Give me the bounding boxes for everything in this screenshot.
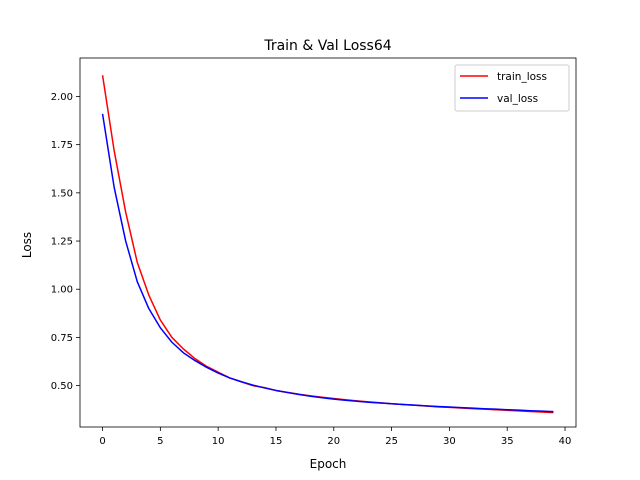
- y-tick-label: 1.25: [51, 237, 73, 248]
- y-tick-label: 1.50: [51, 188, 73, 199]
- y-axis-label: Loss: [20, 232, 34, 258]
- x-tick-label: 30: [443, 436, 456, 447]
- chart-title: Train & Val Loss64: [263, 38, 391, 54]
- x-tick-label: 0: [99, 436, 105, 447]
- legend-label-val_loss: val_loss: [497, 93, 538, 105]
- x-axis-label: Epoch: [310, 457, 347, 471]
- x-tick-label: 20: [327, 436, 340, 447]
- x-tick-label: 5: [157, 436, 163, 447]
- y-tick-label: 1.75: [51, 140, 73, 151]
- x-tick-label: 35: [501, 436, 514, 447]
- y-tick-label: 1.00: [51, 285, 73, 296]
- y-tick-label: 0.50: [51, 381, 73, 392]
- plot-frame: [79, 57, 577, 428]
- x-tick-label: 25: [385, 436, 398, 447]
- y-tick-label: 0.75: [51, 333, 73, 344]
- legend: train_loss val_loss: [454, 64, 570, 112]
- plot-area: 0 5 10 15 20 25 30 35 40 0.50 0.75 1.00 1.25 1.50 1.75…: [51, 57, 577, 447]
- legend-label-train_loss: train_loss: [497, 71, 547, 83]
- x-tick-label: 40: [559, 436, 572, 447]
- x-tick-label: 10: [212, 436, 225, 447]
- x-tick-label: 15: [270, 436, 283, 447]
- series-line-val_loss: [101, 113, 554, 413]
- y-tick-label: 2.00: [51, 92, 73, 103]
